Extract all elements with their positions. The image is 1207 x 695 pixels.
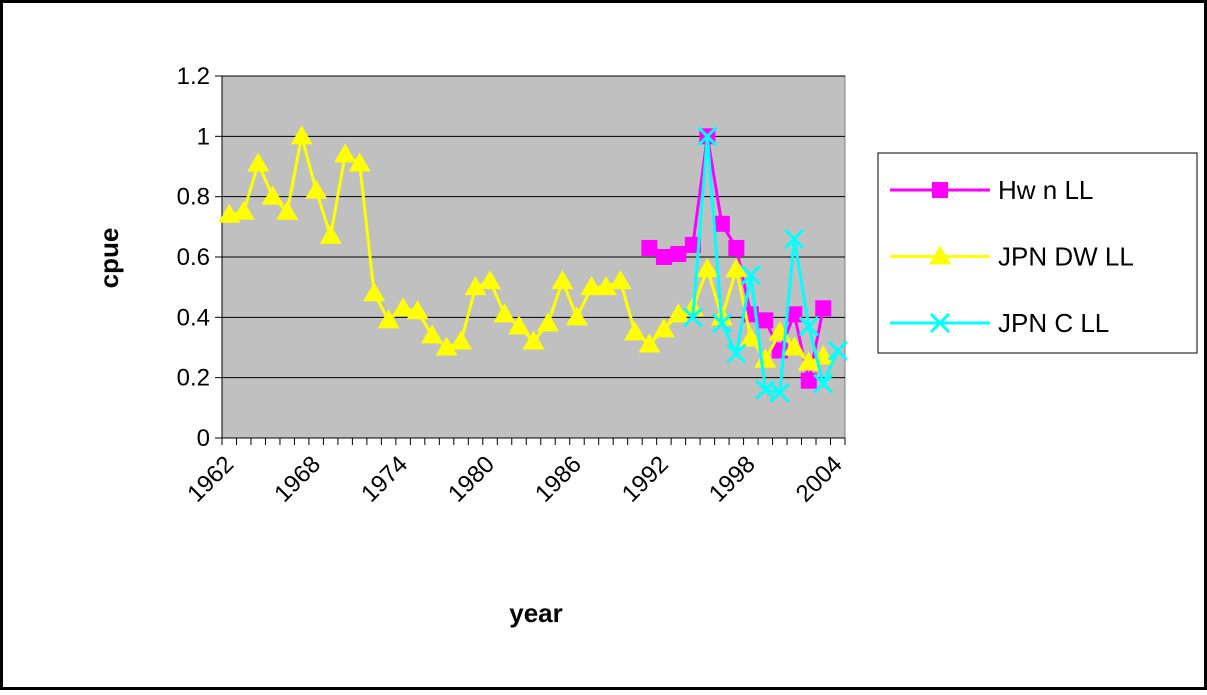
y-tick-label: 0.6 — [177, 244, 210, 271]
data-point — [655, 249, 672, 265]
data-point — [377, 309, 400, 329]
data-point — [348, 152, 371, 172]
data-point — [450, 330, 473, 350]
data-point — [784, 228, 805, 249]
data-point — [435, 336, 458, 356]
data-point — [319, 224, 342, 244]
data-point — [464, 276, 487, 296]
data-point — [406, 300, 429, 320]
data-point — [667, 303, 690, 323]
legend-label: Hw n LL — [998, 175, 1093, 205]
data-point — [740, 265, 761, 286]
data-point — [290, 125, 313, 145]
data-point — [551, 270, 574, 290]
data-point — [305, 179, 328, 199]
data-point — [522, 330, 545, 350]
data-point — [276, 200, 299, 220]
data-point — [827, 340, 848, 361]
data-point — [652, 318, 675, 338]
data-point — [757, 312, 774, 329]
legend — [877, 152, 1198, 354]
data-point — [641, 239, 658, 256]
data-point — [609, 270, 632, 290]
data-point — [536, 312, 559, 332]
data-point — [696, 258, 719, 278]
y-tick-label: 1 — [197, 123, 210, 150]
y-tick-label: 0.2 — [177, 365, 210, 392]
data-point — [786, 306, 803, 323]
data-point — [754, 348, 777, 368]
data-point — [728, 239, 745, 256]
legend-marker — [932, 182, 948, 198]
data-point — [247, 152, 270, 172]
legend-marker — [929, 312, 951, 334]
data-point — [769, 382, 790, 403]
data-point — [363, 282, 386, 302]
data-point — [493, 303, 516, 323]
data-point — [232, 200, 255, 220]
data-point — [565, 306, 588, 326]
y-tick-label: 0.8 — [177, 184, 210, 211]
legend-label: JPN DW LL — [998, 242, 1134, 272]
data-point — [711, 313, 732, 334]
data-point — [580, 276, 603, 296]
y-tick-label: 0 — [197, 425, 210, 452]
legend-label: JPN C LL — [998, 308, 1109, 338]
y-axis-title: cpue — [94, 228, 124, 289]
data-point — [739, 327, 762, 347]
y-tick-label: 0.4 — [177, 304, 210, 331]
data-point — [725, 258, 748, 278]
data-point — [261, 185, 284, 205]
data-point — [392, 297, 415, 317]
data-point — [682, 307, 703, 328]
data-point — [815, 300, 832, 317]
data-point — [479, 270, 502, 290]
data-point — [594, 276, 617, 296]
data-point — [421, 324, 444, 344]
data-point — [797, 351, 820, 371]
data-point — [800, 372, 817, 389]
data-point — [334, 143, 357, 163]
data-point — [713, 215, 730, 232]
data-point — [783, 336, 806, 356]
data-point — [726, 343, 747, 364]
data-point — [508, 315, 531, 335]
x-axis-title: year — [509, 598, 563, 628]
data-point — [798, 316, 819, 337]
data-point — [697, 126, 718, 147]
y-tick-label: 1.2 — [177, 63, 210, 90]
legend-marker — [929, 245, 951, 265]
data-point — [623, 321, 646, 341]
data-point — [813, 373, 834, 394]
data-point — [670, 245, 687, 262]
data-point — [638, 333, 661, 353]
